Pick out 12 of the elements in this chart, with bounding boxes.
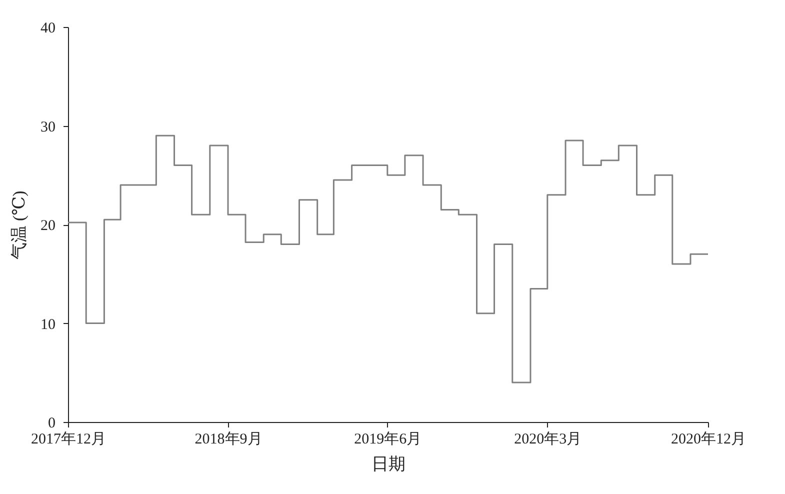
y-tick-label: 0	[48, 416, 56, 432]
y-tick-label: 40	[40, 20, 56, 36]
x-tick-label: 2018年9月	[194, 430, 262, 448]
x-tick-label: 2020年12月	[671, 430, 746, 448]
x-tick-label: 2020年3月	[514, 430, 582, 448]
x-axis-title: 日期	[372, 454, 406, 474]
y-tick-label: 10	[40, 316, 56, 333]
y-axis-title: 气温 (℃)	[10, 190, 28, 260]
x-tick-label: 2019年6月	[354, 430, 422, 448]
x-tick-label: 2017年12月	[31, 430, 106, 448]
y-tick-label: 20	[40, 218, 56, 234]
y-tick-label: 30	[40, 119, 56, 136]
